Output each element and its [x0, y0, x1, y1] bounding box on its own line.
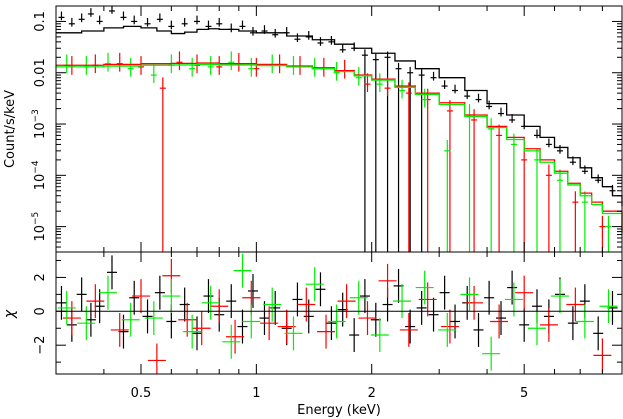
spectrum-panel: 0.1 0.01 10−3 10−4 10−5: [31, 5, 623, 253]
y-tick-label-3: 10−4: [31, 160, 48, 190]
y-tick-label-0: 0.1: [33, 11, 48, 32]
y-axis-label: Count/s/keV: [3, 90, 18, 168]
residual-panel: 0.5 1 2 5 2 0 −2: [33, 251, 623, 401]
residual-y-tick-label-2: −2: [33, 336, 48, 355]
spectrum-model-layer: [56, 25, 623, 235]
residual-y-axis-label: χ: [2, 309, 18, 319]
x-tick-label-2: 2: [368, 386, 376, 401]
spectrum-data-layer: [58, 6, 616, 252]
spectrum-axis-ticks: 0.1 0.01 10−3 10−4 10−5: [31, 5, 623, 252]
residual-y-tick-label-0: 2: [33, 273, 48, 281]
x-tick-label-1: 1: [252, 386, 260, 401]
residual-y-tick-label-1: 0: [33, 307, 48, 315]
y-tick-label-4: 10−5: [31, 212, 48, 242]
residual-frame: [55, 251, 623, 375]
x-axis-label: Energy (keV): [297, 403, 381, 418]
spectrum-model-line-0: [56, 25, 623, 207]
spectrum-model-line-2: [56, 63, 623, 235]
y-tick-label-1: 0.01: [33, 58, 48, 87]
axis-labels: Count/s/keV χ Energy (keV): [2, 90, 381, 418]
residual-data-layer: [56, 253, 618, 374]
x-tick-label-0: 0.5: [131, 386, 152, 401]
residual-axis-ticks: 0.5 1 2 5 2 0 −2: [33, 252, 623, 401]
y-tick-label-2: 10−3: [31, 109, 48, 139]
x-tick-label-3: 5: [520, 386, 528, 401]
